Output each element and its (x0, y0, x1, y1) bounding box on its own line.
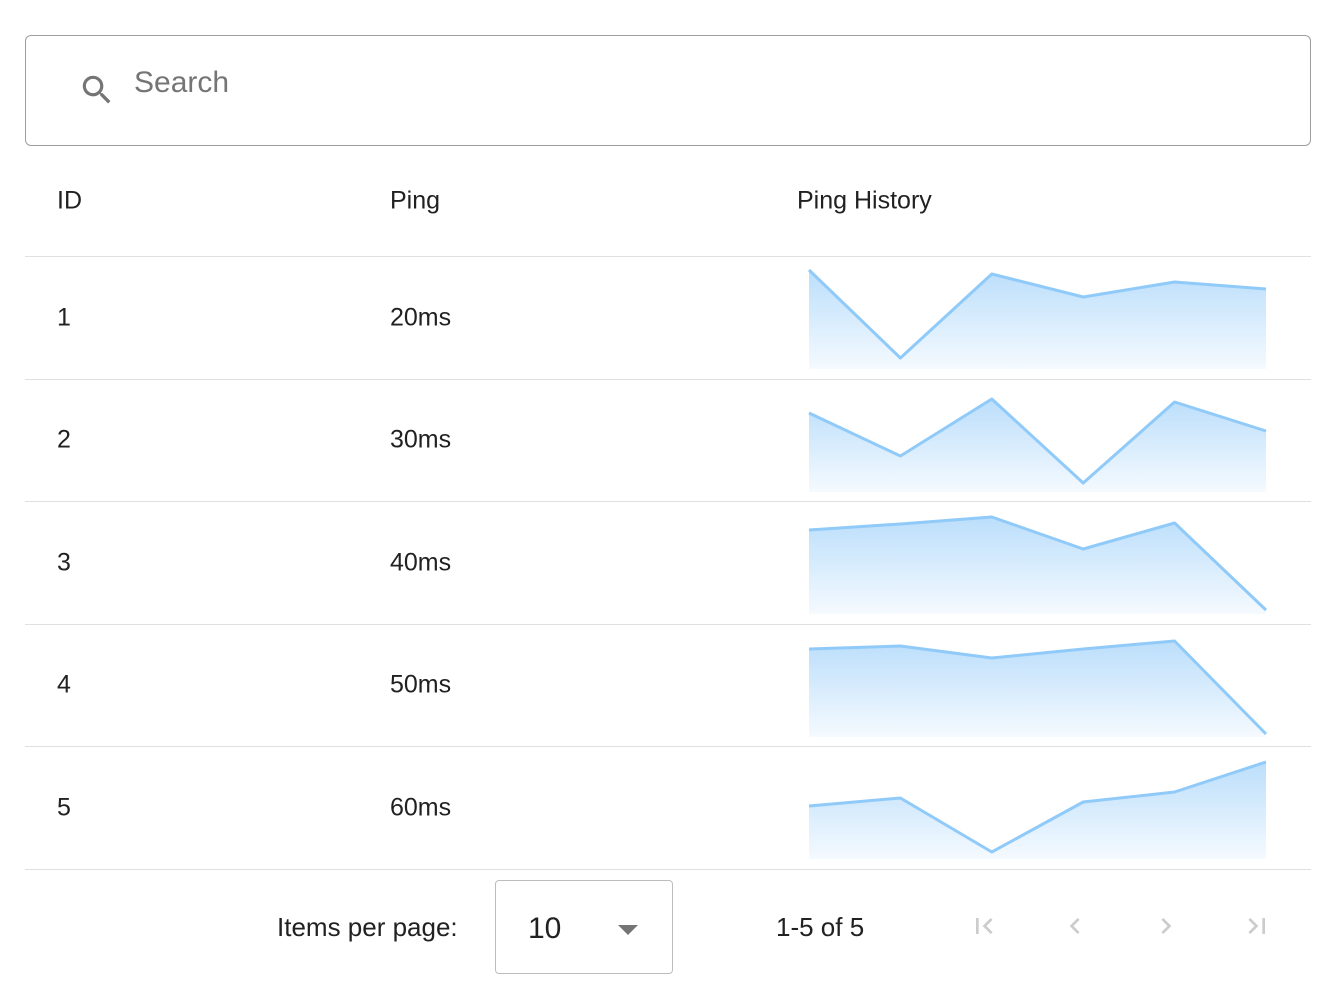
table-header: ID Ping Ping History (25, 145, 1311, 257)
cell-ping: 30ms (390, 425, 452, 454)
column-header-ping[interactable]: Ping (390, 186, 441, 214)
cell-ping: 60ms (390, 793, 452, 822)
page-range: 1-5 of 5 (776, 912, 865, 942)
table-row[interactable]: 2 30ms (25, 380, 1311, 502)
ping-history-sparkline (808, 268, 1267, 369)
cell-id: 5 (57, 793, 71, 822)
search-field[interactable] (25, 35, 1311, 146)
cell-ping: 20ms (390, 303, 452, 332)
column-header-id[interactable]: ID (57, 186, 82, 214)
items-per-page-label: Items per page: (277, 912, 458, 942)
next-page-icon (1161, 918, 1172, 934)
sparkline-line (808, 639, 1267, 735)
previous-page-button[interactable] (1055, 906, 1095, 946)
cell-id: 3 (57, 548, 71, 577)
sparkline-area (809, 640, 1266, 737)
cell-ping: 50ms (390, 670, 452, 699)
search-input[interactable] (134, 66, 1234, 100)
chevron-down-icon (618, 925, 638, 935)
sparkline-area (809, 517, 1266, 614)
table-row[interactable]: 4 50ms (25, 625, 1311, 747)
sparkline-area (809, 398, 1266, 492)
items-per-page-value: 10 (528, 912, 562, 945)
last-page-icon (1248, 918, 1265, 934)
search-icon (82, 75, 111, 104)
ping-history-sparkline (808, 639, 1267, 737)
sparkline-line (808, 515, 1267, 612)
pagination: Items per page: 10 1-5 of 5 (0, 870, 1330, 1008)
ping-history-sparkline (808, 397, 1267, 492)
table-row[interactable]: 5 60ms (25, 747, 1311, 870)
sparkline-area (809, 270, 1266, 369)
next-page-button[interactable] (1146, 906, 1186, 946)
items-per-page-select[interactable]: 10 (495, 880, 673, 974)
cell-ping: 40ms (390, 548, 452, 577)
sparkline-line (808, 397, 1267, 484)
sparkline-area (809, 762, 1266, 859)
sparkline-line (808, 268, 1267, 360)
column-header-ping-history[interactable]: Ping History (797, 186, 932, 214)
sparkline-line (808, 760, 1267, 854)
ping-history-sparkline (808, 515, 1267, 614)
first-page-icon (976, 918, 993, 934)
table-row[interactable]: 1 20ms (25, 257, 1311, 380)
cell-id: 4 (57, 670, 71, 699)
cell-id: 2 (57, 425, 71, 454)
table-row[interactable]: 3 40ms (25, 502, 1311, 625)
previous-page-icon (1069, 918, 1080, 934)
first-page-button[interactable] (964, 906, 1004, 946)
cell-id: 1 (57, 303, 71, 332)
last-page-button[interactable] (1237, 906, 1277, 946)
ping-history-sparkline (808, 760, 1267, 859)
